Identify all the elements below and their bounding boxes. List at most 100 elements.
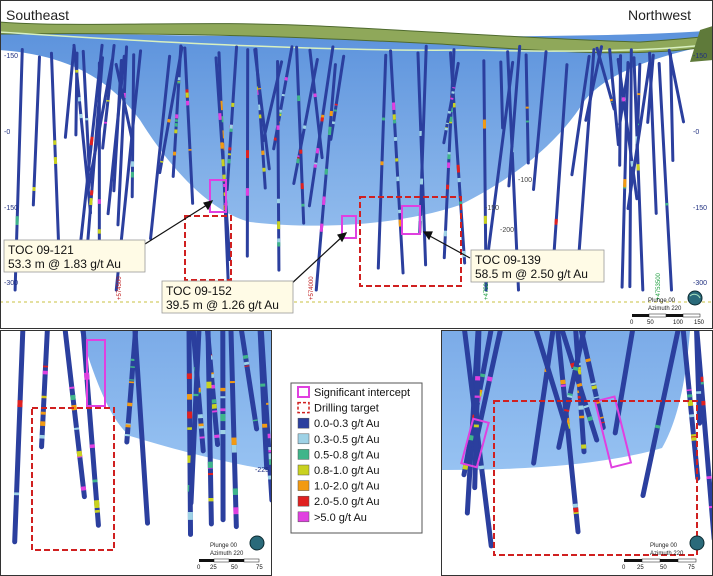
legend-label: 0.5-0.8 g/t Au [314,449,379,461]
legend-label: 0.8-1.0 g/t Au [314,465,379,477]
azimuth-label: Azimuth 220 [648,306,682,312]
svg-text:0: 0 [630,320,634,326]
legend-swatch [297,464,310,476]
drill-hole [418,44,428,234]
svg-text:50: 50 [647,320,654,326]
assay-interval [572,366,579,371]
depth-tick: -150 [4,53,18,60]
svg-text:0: 0 [197,565,201,571]
drill-hole [486,60,515,255]
depth-tick: -225 [255,467,269,474]
drill-hole [507,44,522,188]
direction-northwest: Northwest [628,7,691,23]
legend-label: >5.0 g/t Au [314,512,367,524]
assay-interval [71,404,77,411]
coord-label: +4753500 [656,272,662,300]
plunge-label: Plunge 00 [650,543,678,549]
svg-text:25: 25 [637,565,644,571]
drill-hole [74,51,79,137]
assay-interval [630,160,635,167]
drill-hole [472,331,482,491]
legend-swatch-outline [297,386,310,398]
scale-bar-inset-left: 0 25 50 75 [197,558,263,571]
drill-hole [648,51,658,215]
globe-icon [249,535,265,551]
depth-tick: -100 [518,177,532,184]
legend-label: Drilling target [314,403,379,415]
drilling-target-box [31,407,115,551]
legend-label: 0.3-0.5 g/t Au [314,434,379,446]
coord-label: +574000 [309,276,315,300]
legend-label: 2.0-5.0 g/t Au [314,496,379,508]
drill-hole [694,331,703,426]
depth-tick: -150 [693,53,707,60]
assay-interval [320,117,324,122]
svg-text:150: 150 [694,320,705,326]
assay-interval [456,164,461,173]
drill-hole [307,45,335,208]
drill-hole [158,45,184,175]
assay-interval [167,118,171,123]
depth-tick: -150 [693,205,707,212]
legend-swatch [297,495,310,507]
top-panel: Southeast Northwest -150 -0 -150 -300 -1… [0,0,713,329]
drill-hole [532,50,548,191]
assay-interval [486,376,493,382]
significant-intercept-box [460,417,490,469]
drill-hole [578,331,606,430]
drill-hole [628,48,633,289]
drill-hole [39,331,50,450]
drill-hole [132,331,151,526]
assay-interval [654,424,661,429]
drill-hole [657,62,673,292]
drill-hole [533,331,569,431]
legend-swatch [297,449,310,460]
drill-hole [595,46,616,111]
assay-interval [621,97,626,102]
assay-interval [576,382,583,388]
significant-intercept-box [209,179,227,213]
drill-hole [239,331,260,432]
drill-hole [632,56,645,292]
drilling-target-box [184,215,232,281]
drill-hole [314,63,337,292]
drill-hole [62,331,87,500]
assay-interval [319,224,324,232]
callout-result: 53.3 m @ 1.83 g/t Au [8,257,121,271]
svg-text:50: 50 [660,565,667,571]
drill-hole [575,48,596,278]
svg-text:75: 75 [256,565,263,571]
callout-hole: TOC 09-152 [166,284,232,298]
depth-tick: -300 [693,280,707,287]
depth-tick: -150 [4,205,18,212]
drill-hole [626,61,652,211]
callout-toc-09-121: TOC 09-121 53.3 m @ 1.83 g/t Au [3,239,146,273]
callout-toc-09-139: TOC 09-139 58.5 m @ 2.50 g/t Au [470,249,605,283]
legend-swatch [297,480,310,491]
direction-southeast: Southeast [6,7,69,23]
drill-hole [253,48,271,171]
depth-tick: -0 [693,129,699,136]
significant-intercept-box [86,339,106,407]
drill-hole [188,331,202,506]
svg-text:100: 100 [673,320,684,326]
drill-hole [86,58,114,192]
drill-hole [295,45,306,225]
inset-right: Plunge 00 Azimuth 220 0 25 50 75 [441,330,713,576]
topography-surface [1,21,712,54]
drill-hole [116,45,129,227]
drill-hole [667,48,686,124]
drill-hole [640,331,681,499]
drill-hole [473,331,503,446]
drill-hole [183,46,195,205]
svg-text:25: 25 [210,565,217,571]
legend-label: Significant intercept [314,387,410,399]
drill-hole [389,49,405,275]
callout-result: 39.5 m @ 1.26 g/t Au [166,298,279,312]
drill-hole [669,52,675,162]
drill-hole [114,62,134,143]
inset-left: -225 Plunge 00 Azimuth 220 0 25 50 75 [0,330,272,576]
callout-result: 58.5 m @ 2.50 g/t Au [475,267,588,281]
drill-hole [261,60,284,143]
drill-hole [555,331,581,535]
